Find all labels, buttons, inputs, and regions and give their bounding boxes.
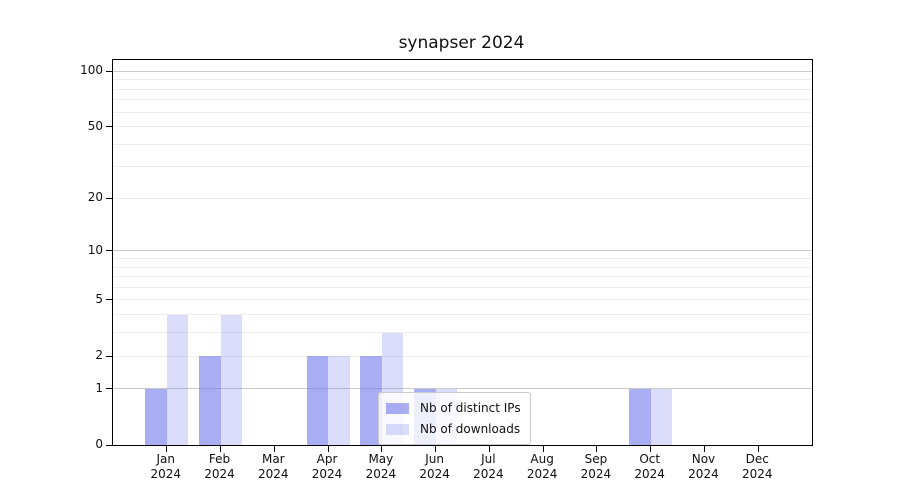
x-axis-tick <box>703 446 705 452</box>
bar-downloads <box>220 314 243 445</box>
y-axis-tick <box>106 355 112 357</box>
x-axis-tick <box>220 446 222 452</box>
y-axis-tick-label: 1 <box>95 380 103 395</box>
x-axis-tick <box>757 446 759 452</box>
legend-swatch-distinct-ips <box>386 402 409 414</box>
y-axis-tick-label: 0 <box>95 437 103 451</box>
x-axis-tick <box>596 446 598 452</box>
bar-distinct-ips <box>360 356 382 445</box>
y-axis-tick <box>106 250 112 252</box>
x-axis-tick-label: Nov 2024 <box>688 452 719 481</box>
minor-gridline <box>113 99 812 101</box>
x-axis-tick <box>166 446 168 452</box>
major-gridline <box>113 388 812 390</box>
major-gridline <box>113 70 812 72</box>
x-axis-tick <box>273 446 275 452</box>
minor-gridline <box>113 79 812 81</box>
y-axis-tick-label: 50 <box>87 118 103 133</box>
x-axis-tick-label: Jul 2024 <box>473 452 504 481</box>
y-axis-tick <box>106 299 112 301</box>
minor-gridline <box>113 314 812 316</box>
x-axis-tick-label: Mar 2024 <box>258 452 289 481</box>
minor-gridline <box>113 126 812 128</box>
x-axis-tick-label: Feb 2024 <box>204 452 235 481</box>
x-axis-tick <box>327 446 329 452</box>
x-axis-tick-label: Oct 2024 <box>634 452 665 481</box>
legend-row-downloads: Nb of downloads <box>386 420 521 438</box>
minor-gridline <box>113 257 812 259</box>
x-axis-tick-label: Jan 2024 <box>150 452 182 481</box>
x-axis-tick-label: Dec 2024 <box>741 452 773 481</box>
y-axis-tick-label: 20 <box>87 190 103 205</box>
x-axis-tick <box>381 446 383 452</box>
minor-gridline <box>113 143 812 145</box>
x-axis-tick-label: Apr 2024 <box>311 452 343 481</box>
x-axis-tick-label: Jun 2024 <box>419 452 450 481</box>
x-axis-tick <box>542 446 544 452</box>
y-axis-tick-label: 10 <box>87 242 103 257</box>
y-axis-tick-label: 5 <box>95 291 103 306</box>
minor-gridline <box>113 299 812 301</box>
minor-gridline <box>113 166 812 168</box>
minor-gridline <box>113 88 812 90</box>
bar-distinct-ips <box>145 388 167 445</box>
plot-area <box>106 59 813 452</box>
legend: Nb of distinct IPs Nb of downloads <box>378 392 531 445</box>
x-axis-tick <box>488 446 490 452</box>
y-axis-tick-label: 100 <box>80 63 103 78</box>
chart-title: synapser 2024 <box>398 33 525 53</box>
minor-gridline <box>113 266 812 268</box>
x-axis-tick-label: Sep 2024 <box>580 452 612 481</box>
minor-gridline <box>113 355 812 357</box>
bar-downloads <box>650 388 673 445</box>
x-axis-tick-label: May 2024 <box>365 452 397 481</box>
major-gridline <box>113 250 812 252</box>
x-axis-tick <box>650 446 652 452</box>
legend-swatch-downloads <box>386 423 409 435</box>
x-axis-tick-label: Aug 2024 <box>526 452 558 481</box>
bar-distinct-ips <box>199 356 221 445</box>
legend-row-distinct-ips: Nb of distinct IPs <box>386 399 521 417</box>
minor-gridline <box>113 111 812 113</box>
y-axis-tick-label: 2 <box>95 348 103 362</box>
bar-downloads <box>166 314 189 445</box>
minor-gridline <box>113 197 812 199</box>
x-axis-tick <box>435 446 437 452</box>
y-axis-tick <box>106 388 112 390</box>
y-axis-tick <box>106 70 112 72</box>
y-axis-tick <box>106 444 112 446</box>
minor-gridline <box>113 286 812 288</box>
y-axis-tick <box>106 126 112 128</box>
bar-downloads <box>328 356 350 445</box>
minor-gridline <box>113 276 812 278</box>
legend-label-distinct-ips: Nb of distinct IPs <box>420 401 521 415</box>
minor-gridline <box>113 332 812 334</box>
legend-label-downloads: Nb of downloads <box>420 422 521 436</box>
y-axis-tick <box>106 197 112 199</box>
bar-distinct-ips <box>629 388 651 445</box>
bar-distinct-ips <box>306 356 329 445</box>
